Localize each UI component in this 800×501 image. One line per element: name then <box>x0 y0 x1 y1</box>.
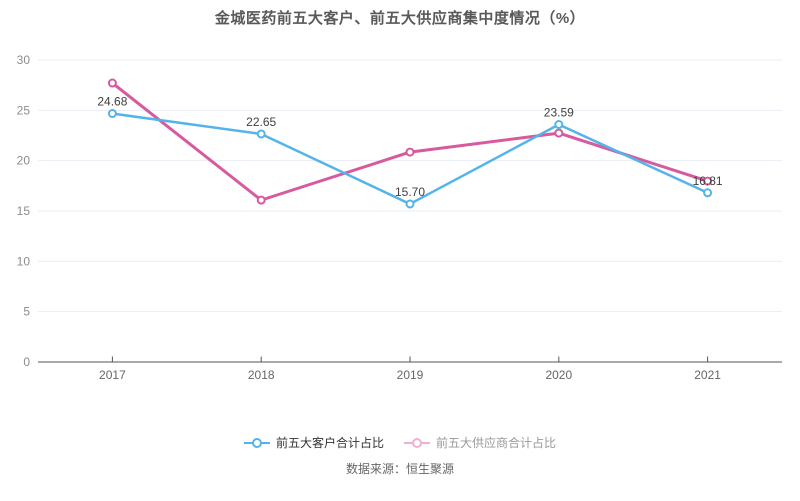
y-tick-label: 20 <box>17 154 31 168</box>
legend-item-0[interactable]: 前五大客户合计占比 <box>243 436 384 450</box>
data-label: 15.70 <box>395 185 425 199</box>
legend-item-1[interactable]: 前五大供应商合计占比 <box>404 436 556 450</box>
y-tick-label: 25 <box>17 103 31 117</box>
data-point[interactable] <box>405 199 415 209</box>
x-tick-label: 2017 <box>99 368 126 382</box>
x-tick-label: 2021 <box>694 368 721 382</box>
data-label: 23.59 <box>544 106 574 120</box>
data-source-label: 数据来源：恒生聚源 <box>345 462 454 476</box>
series-line <box>110 81 710 202</box>
data-point[interactable] <box>107 78 117 88</box>
data-point[interactable] <box>703 176 713 186</box>
y-tick-label: 15 <box>17 204 31 218</box>
x-tick-label: 2019 <box>397 368 424 382</box>
data-point[interactable] <box>256 195 266 205</box>
data-point[interactable] <box>256 129 266 139</box>
x-tick-label: 2018 <box>248 368 275 382</box>
data-point[interactable] <box>107 109 117 119</box>
legend-line-circle-icon <box>243 437 270 449</box>
legend-label: 前五大供应商合计占比 <box>436 436 557 450</box>
data-label: 24.68 <box>97 95 127 109</box>
y-tick-label: 10 <box>17 254 31 268</box>
legend-label: 前五大客户合计占比 <box>275 436 384 450</box>
data-point[interactable] <box>554 120 564 130</box>
x-tick-label: 2020 <box>545 368 572 382</box>
y-tick-label: 5 <box>23 305 30 319</box>
legend: 前五大客户合计占比 前五大供应商合计占比 <box>0 436 800 450</box>
data-point[interactable] <box>405 147 415 157</box>
chart-title: 金城医药前五大客户、前五大供应商集中度情况（%） <box>214 10 586 27</box>
data-point[interactable] <box>703 188 713 198</box>
data-label: 22.65 <box>246 115 276 129</box>
data-label: 16.81 <box>693 174 723 188</box>
legend-line-circle-icon <box>404 437 430 449</box>
y-tick-label: 0 <box>23 355 30 369</box>
y-tick-label: 30 <box>17 53 31 67</box>
data-point[interactable] <box>554 128 564 138</box>
line-chart-plot: 0 5 10 15 20 25 30 2017 2018 2019 2020 2021 24.68 22.… <box>17 53 782 382</box>
